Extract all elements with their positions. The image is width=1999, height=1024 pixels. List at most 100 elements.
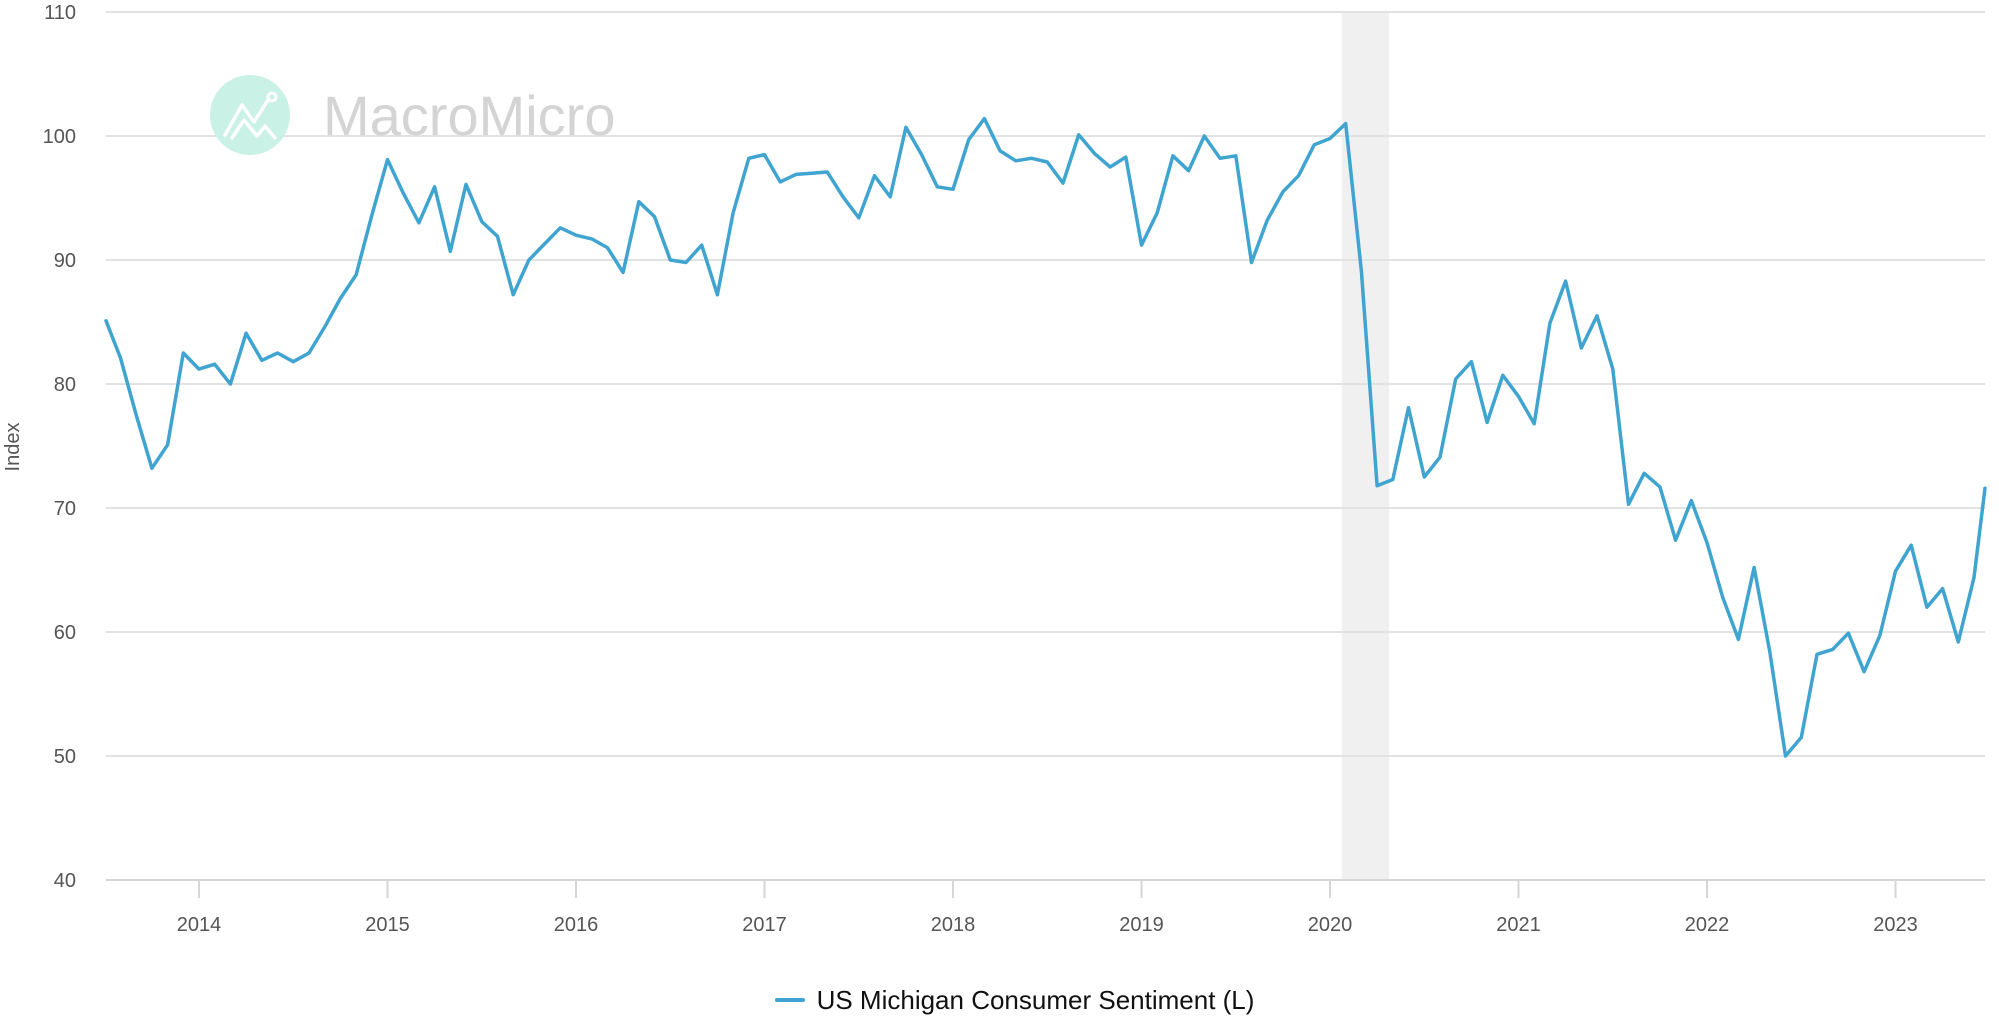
data-point[interactable] (1654, 481, 1666, 493)
data-point[interactable] (1261, 214, 1273, 226)
data-point[interactable] (1890, 565, 1902, 577)
data-point[interactable] (1685, 495, 1697, 507)
data-point[interactable] (680, 257, 692, 269)
data-point[interactable] (1418, 471, 1430, 483)
data-point[interactable] (319, 321, 331, 333)
data-point[interactable] (601, 242, 613, 254)
data-point[interactable] (1842, 627, 1854, 639)
data-point[interactable] (476, 216, 488, 228)
data-point[interactable] (492, 230, 504, 242)
data-point[interactable] (806, 167, 818, 179)
data-point[interactable] (366, 209, 378, 221)
data-point[interactable] (287, 356, 299, 368)
data-point[interactable] (1308, 139, 1320, 151)
data-point[interactable] (193, 363, 205, 375)
data-point[interactable] (460, 178, 472, 190)
data-point[interactable] (162, 439, 174, 451)
data-point[interactable] (303, 347, 315, 359)
data-point[interactable] (1010, 155, 1022, 167)
data-point[interactable] (1670, 534, 1682, 546)
data-point[interactable] (994, 145, 1006, 157)
data-point[interactable] (963, 134, 975, 146)
data-point[interactable] (1811, 648, 1823, 660)
data-point[interactable] (1544, 317, 1556, 329)
data-point[interactable] (382, 154, 394, 166)
data-point[interactable] (1355, 265, 1367, 277)
data-point[interactable] (429, 181, 441, 193)
data-point[interactable] (1198, 130, 1210, 142)
data-point[interactable] (711, 289, 723, 301)
data-point[interactable] (1403, 402, 1415, 414)
data-point[interactable] (837, 191, 849, 203)
data-point[interactable] (1905, 539, 1917, 551)
data-point[interactable] (1151, 207, 1163, 219)
data-point[interactable] (1104, 161, 1116, 173)
data-point[interactable] (774, 176, 786, 188)
legend-item-michigan-sentiment[interactable]: US Michigan Consumer Sentiment (L) (774, 985, 1254, 1016)
data-point[interactable] (1136, 239, 1148, 251)
data-point[interactable] (146, 462, 158, 474)
data-point[interactable] (1827, 643, 1839, 655)
data-point[interactable] (1795, 731, 1807, 743)
data-point[interactable] (727, 207, 739, 219)
data-point[interactable] (853, 212, 865, 224)
data-point[interactable] (1921, 601, 1933, 613)
data-point[interactable] (869, 170, 881, 182)
data-point[interactable] (224, 378, 236, 390)
data-point[interactable] (177, 347, 189, 359)
data-point[interactable] (130, 409, 142, 421)
data-point[interactable] (759, 149, 771, 161)
data-point[interactable] (1230, 150, 1242, 162)
data-point[interactable] (444, 245, 456, 257)
data-point[interactable] (696, 239, 708, 251)
data-point[interactable] (334, 292, 346, 304)
data-point[interactable] (1968, 571, 1980, 583)
data-point[interactable] (240, 327, 252, 339)
data-point[interactable] (884, 191, 896, 203)
data-point[interactable] (978, 113, 990, 125)
data-point[interactable] (1780, 750, 1792, 762)
data-point[interactable] (1057, 177, 1069, 189)
data-point[interactable] (1450, 373, 1462, 385)
data-point[interactable] (1732, 633, 1744, 645)
data-point[interactable] (507, 289, 519, 301)
data-point[interactable] (1434, 451, 1446, 463)
data-point[interactable] (664, 254, 676, 266)
data-point[interactable] (900, 121, 912, 133)
data-point[interactable] (1528, 418, 1540, 430)
data-point[interactable] (1748, 562, 1760, 574)
data-point[interactable] (570, 229, 582, 241)
data-point[interactable] (1120, 151, 1132, 163)
data-point[interactable] (916, 149, 928, 161)
data-point[interactable] (1340, 118, 1352, 130)
data-point[interactable] (1607, 363, 1619, 375)
data-point[interactable] (1575, 342, 1587, 354)
data-point[interactable] (1874, 630, 1886, 642)
data-point[interactable] (1277, 186, 1289, 198)
data-point[interactable] (1183, 165, 1195, 177)
data-point[interactable] (1246, 257, 1258, 269)
data-point[interactable] (1293, 170, 1305, 182)
data-point[interactable] (397, 187, 409, 199)
data-point[interactable] (1638, 467, 1650, 479)
data-point[interactable] (1324, 133, 1336, 145)
data-point[interactable] (209, 358, 221, 370)
data-point[interactable] (1937, 583, 1949, 595)
data-point[interactable] (821, 166, 833, 178)
data-point[interactable] (523, 254, 535, 266)
data-point[interactable] (1497, 369, 1509, 381)
data-point[interactable] (1465, 356, 1477, 368)
data-point[interactable] (1560, 275, 1572, 287)
data-point[interactable] (1371, 480, 1383, 492)
data-point[interactable] (100, 315, 112, 327)
data-point[interactable] (272, 347, 284, 359)
series-line-michigan-sentiment[interactable] (104, 116, 1987, 758)
data-point[interactable] (1979, 482, 1991, 494)
data-point[interactable] (1717, 591, 1729, 603)
data-point[interactable] (256, 354, 268, 366)
data-point[interactable] (1481, 416, 1493, 428)
data-point[interactable] (1764, 646, 1776, 658)
data-point[interactable] (947, 183, 959, 195)
data-point[interactable] (931, 181, 943, 193)
data-point[interactable] (617, 266, 629, 278)
